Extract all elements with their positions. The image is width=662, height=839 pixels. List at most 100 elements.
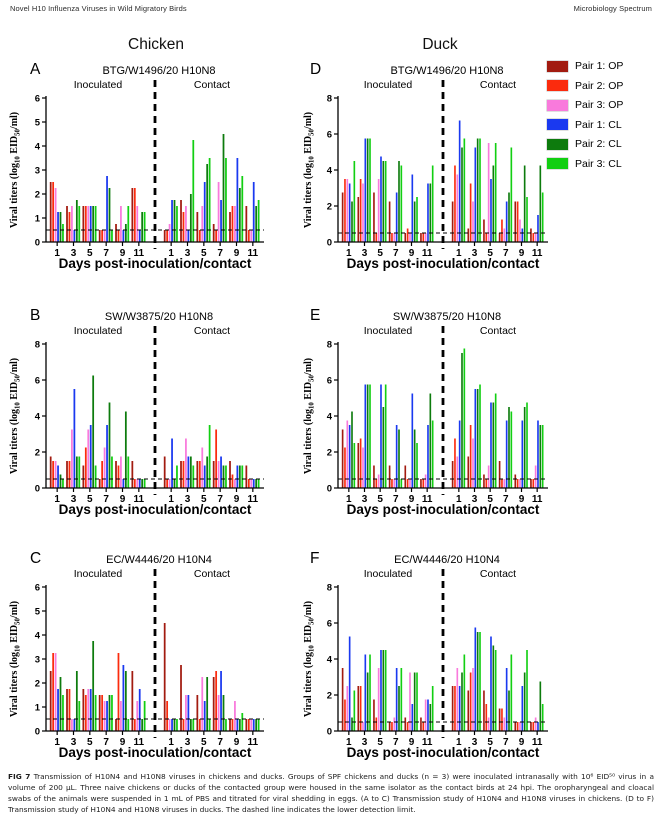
y-tick-label: 1 (35, 702, 41, 713)
bar (431, 686, 434, 731)
bar (472, 438, 474, 488)
bar (519, 219, 521, 242)
bar (487, 465, 490, 488)
bar (138, 230, 141, 242)
bar (198, 719, 201, 731)
bar (420, 233, 422, 242)
bar (98, 230, 101, 242)
bar (539, 165, 542, 242)
bar (451, 201, 454, 242)
bar (382, 407, 385, 488)
bar (498, 461, 501, 488)
bar (479, 632, 481, 731)
bar (406, 479, 409, 488)
y-tick-label: 8 (35, 339, 40, 350)
bar (225, 719, 227, 731)
page-header: Novel H10 Influenza Viruses in Wild Migr… (10, 4, 652, 13)
y-tick-label: 0 (35, 726, 40, 737)
x-tick-label: 3 (472, 737, 478, 748)
bar (166, 479, 169, 488)
panel-title: EC/W4446/20 H10N4 (106, 554, 212, 566)
x-tick-label: 9 (409, 737, 415, 748)
bar (366, 138, 369, 242)
figure-panel-b: B SW/W3875/20 H10N8 Inoculated Contact 0 2 4 6 8… (0, 300, 300, 537)
bar (192, 465, 195, 488)
bar (364, 384, 367, 488)
bar (413, 672, 416, 731)
y-tick-label: 0 (327, 483, 332, 494)
x-tick-label: 1 (54, 737, 60, 748)
bar (136, 206, 139, 242)
bar (519, 722, 521, 731)
column-title-duck: Duck (422, 36, 458, 53)
bar (208, 425, 211, 488)
bar (206, 677, 209, 731)
y-axis-label: Viral titers (log10 EID50/ml) (9, 601, 22, 717)
chart-panel-C: C EC/W4446/20 H10N4 Inoculated Contact 0 1 2 3 4… (9, 550, 264, 760)
bar (526, 197, 528, 242)
bar (422, 722, 425, 731)
bar (534, 717, 537, 731)
bar (141, 212, 144, 242)
bar (82, 206, 85, 242)
y-tick-label: 4 (327, 411, 333, 422)
bar (530, 228, 532, 242)
bar (469, 425, 472, 488)
bar (380, 156, 382, 242)
bar (388, 465, 391, 488)
y-tick-label: 3 (35, 165, 40, 176)
bar (245, 719, 248, 731)
bar (52, 182, 55, 242)
bar (180, 461, 182, 488)
x-tick-label: 7 (103, 494, 109, 505)
bar (166, 701, 169, 731)
x-tick-label: 1 (168, 494, 174, 505)
bar (377, 179, 380, 242)
bar (176, 719, 178, 731)
x-tick-label: 11 (134, 494, 145, 505)
bar (173, 479, 176, 488)
bars-inoculated (341, 636, 434, 731)
x-axis-label: Days post-inoculation/contact (59, 502, 252, 517)
bar (384, 384, 387, 488)
section-label-contact: Contact (194, 325, 230, 337)
bar (106, 701, 108, 731)
bar (208, 719, 211, 731)
x-tick-label: 1 (346, 737, 352, 748)
bar (514, 722, 517, 731)
x-tick-label: 5 (377, 494, 383, 505)
bar (539, 425, 542, 488)
bar (225, 158, 227, 242)
y-tick-label: 2 (327, 201, 332, 212)
bar (494, 393, 497, 488)
bar (521, 686, 524, 731)
bar (503, 228, 506, 242)
bar (359, 179, 362, 242)
x-tick-label: 5 (487, 737, 493, 748)
bar (516, 479, 519, 488)
bar (476, 389, 479, 488)
y-tick-label: 6 (35, 582, 40, 593)
bar (366, 672, 369, 731)
bars-inoculated (49, 375, 146, 488)
bar (474, 627, 477, 731)
bar (182, 719, 185, 731)
y-tick-label: 6 (35, 375, 40, 386)
panel-title: SW/W3875/20 H10N8 (105, 311, 213, 323)
y-tick-label: 1 (35, 213, 41, 224)
bar (494, 650, 497, 731)
figure-caption-label: FIG 7 (8, 772, 31, 781)
x-tick-label: 3 (71, 737, 77, 748)
y-axis-label: Viral titers (log10 EID50/ml) (9, 112, 22, 228)
bar (409, 233, 411, 242)
bar (168, 719, 171, 731)
bar (245, 465, 248, 488)
bar (111, 695, 113, 731)
bar (180, 665, 182, 731)
bar (245, 206, 248, 242)
bar (111, 230, 113, 242)
bar (501, 708, 503, 731)
x-tick-label: 11 (532, 494, 543, 505)
bar (133, 479, 136, 488)
x-tick-label: 5 (377, 248, 383, 259)
